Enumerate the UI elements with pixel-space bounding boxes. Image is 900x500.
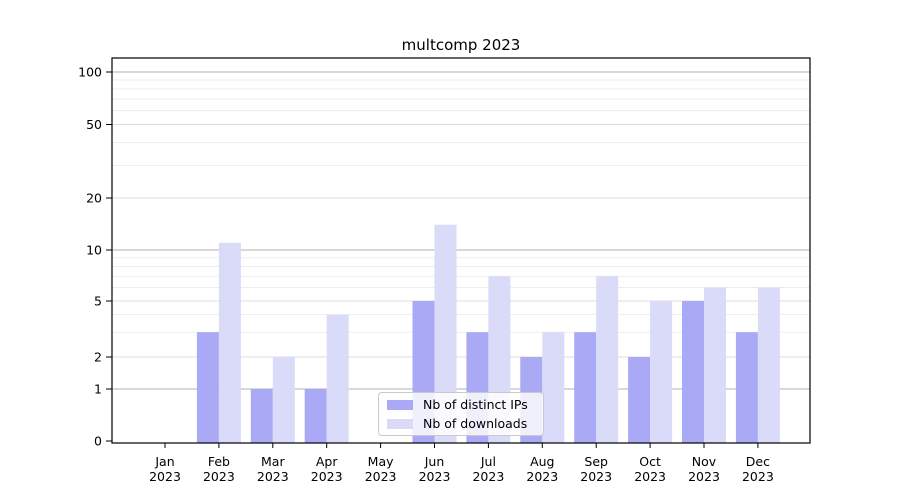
bar-oct-downloads <box>650 301 673 443</box>
bar-dec-downloads <box>757 287 780 443</box>
x-tick-label-year: 2023 <box>580 469 612 484</box>
bar-jun-downloads <box>434 224 457 443</box>
x-tick-label-year: 2023 <box>472 469 504 484</box>
x-tick-label-year: 2023 <box>526 469 558 484</box>
x-tick-label-month: Dec <box>746 454 770 469</box>
bar-apr-ips <box>304 389 327 443</box>
y-tick-label: 20 <box>86 191 102 206</box>
bar-dec-ips <box>735 332 758 443</box>
chart-legend: Nb of distinct IPs Nb of downloads <box>378 392 544 436</box>
chart-title: multcomp 2023 <box>401 36 521 54</box>
x-tick-label-year: 2023 <box>419 469 451 484</box>
legend-label-distinct-ips: Nb of distinct IPs <box>423 397 528 412</box>
x-tick-label-month: Aug <box>530 454 554 469</box>
y-tick-label: 50 <box>86 117 102 132</box>
x-tick-label-month: Feb <box>208 454 230 469</box>
y-tick-label: 10 <box>86 243 102 258</box>
bar-sep-ips <box>574 332 597 443</box>
x-tick-label-year: 2023 <box>634 469 666 484</box>
x-tick-label-year: 2023 <box>149 469 181 484</box>
bar-apr-downloads <box>326 314 349 443</box>
x-tick-label-month: Oct <box>639 454 661 469</box>
x-tick-label-year: 2023 <box>257 469 289 484</box>
x-tick-label-year: 2023 <box>365 469 397 484</box>
legend-swatch-distinct-ips-icon <box>387 399 413 410</box>
bar-sep-downloads <box>596 276 619 443</box>
bar-nov-downloads <box>704 287 726 443</box>
x-tick-label-month: May <box>368 454 394 469</box>
x-tick-label-month: Jul <box>480 454 496 469</box>
y-tick-label: 5 <box>94 294 102 309</box>
bar-mar-downloads <box>272 357 295 443</box>
legend-swatch-downloads-icon <box>387 418 413 429</box>
y-tick-label: 2 <box>94 350 102 365</box>
bar-feb-downloads <box>218 242 241 443</box>
x-tick-label-month: Sep <box>584 454 608 469</box>
legend-label-downloads: Nb of downloads <box>423 416 528 431</box>
x-tick-label-year: 2023 <box>688 469 720 484</box>
x-tick-label-year: 2023 <box>203 469 235 484</box>
bar-aug-downloads <box>542 332 565 443</box>
bar-nov-ips <box>682 301 704 443</box>
x-tick-label-year: 2023 <box>742 469 774 484</box>
y-tick-label: 0 <box>94 434 102 449</box>
x-tick-label-month: Nov <box>692 454 717 469</box>
y-tick-label: 100 <box>78 65 102 80</box>
x-tick-label-month: Apr <box>316 454 338 469</box>
bar-feb-ips <box>196 332 219 443</box>
legend-item-downloads: Nb of downloads <box>387 416 535 431</box>
x-tick-label-month: Jan <box>154 454 174 469</box>
x-tick-label-year: 2023 <box>311 469 343 484</box>
bar-mar-ips <box>250 389 273 443</box>
legend-item-distinct-ips: Nb of distinct IPs <box>387 397 535 412</box>
x-tick-label-month: Mar <box>261 454 285 469</box>
x-tick-label-month: Jun <box>424 454 445 469</box>
bar-oct-ips <box>628 357 651 443</box>
y-tick-label: 1 <box>94 382 102 397</box>
